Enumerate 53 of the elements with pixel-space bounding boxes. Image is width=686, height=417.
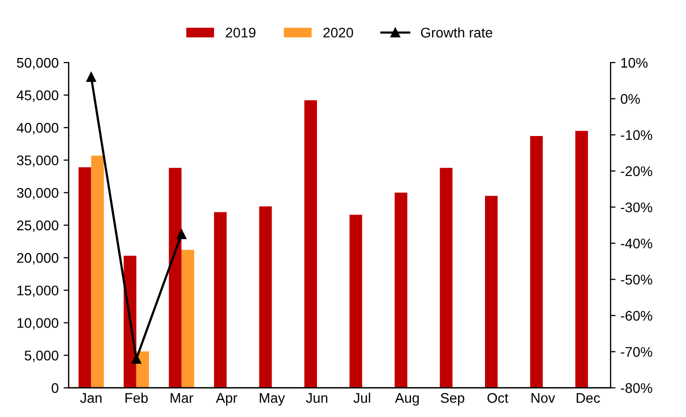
legend-label: 2019 <box>226 28 256 38</box>
y2-tick-label: -10% <box>620 130 652 140</box>
y-tick-label: 40,000 <box>16 122 58 134</box>
x-tick-label: Feb <box>126 392 148 403</box>
y2-tick-label: -40% <box>620 238 652 248</box>
y-tick-label: 35,000 <box>16 155 58 167</box>
y-tick-label: 0 <box>52 383 58 393</box>
bar <box>259 206 272 388</box>
y2-tick-label: -20% <box>620 166 652 176</box>
legend-label: Growth rate <box>421 27 492 38</box>
y-tick-label: 15,000 <box>17 286 58 298</box>
x-tick-label: Oct <box>487 393 508 403</box>
point <box>131 354 142 364</box>
bar <box>394 192 408 388</box>
y-tick-label: 10,000 <box>17 318 58 330</box>
bar <box>136 351 149 388</box>
y-tick-label: 5,000 <box>24 350 58 362</box>
y-tick-label: 30,000 <box>16 188 58 200</box>
y2-tick-label: 0% <box>620 94 640 104</box>
bar <box>530 136 543 388</box>
x-tick-label: Dec <box>576 393 600 403</box>
y2-tick-label: -30% <box>620 202 652 212</box>
point <box>86 72 96 82</box>
bar <box>440 168 452 388</box>
x-tick-label: Jan <box>80 393 102 403</box>
y-tick-label: 50,000 <box>16 58 58 70</box>
bar <box>91 156 104 388</box>
y2-tick-label: -50% <box>620 274 652 285</box>
bar <box>214 212 227 388</box>
y2-tick-label: -80% <box>620 383 652 393</box>
bar <box>484 196 498 388</box>
x-tick-label: Jul <box>353 392 370 403</box>
point <box>176 229 186 240</box>
x-tick-label: Mar <box>170 393 194 403</box>
y2-tick-label: 10% <box>621 58 648 68</box>
bar <box>78 167 92 388</box>
x-tick-label: May <box>260 393 285 406</box>
bar <box>182 250 194 388</box>
x-tick-label: Apr <box>216 393 238 406</box>
x-tick-label: Aug <box>394 393 419 406</box>
bar <box>168 168 182 388</box>
y-tick-label: 25,000 <box>17 220 58 232</box>
y-tick-label: 20,000 <box>17 253 58 265</box>
bar <box>304 100 317 388</box>
y2-tick-label: -70% <box>620 347 652 357</box>
x-tick-label: Nov <box>532 393 556 403</box>
x-tick-label: Sep <box>440 393 464 406</box>
y2-tick-label: -60% <box>620 310 652 321</box>
x-tick-label: Jun <box>306 393 328 403</box>
y-tick-label: 45,000 <box>16 90 58 102</box>
bar <box>575 130 588 388</box>
bar <box>350 214 362 388</box>
legend-label: 2020 <box>323 28 354 38</box>
